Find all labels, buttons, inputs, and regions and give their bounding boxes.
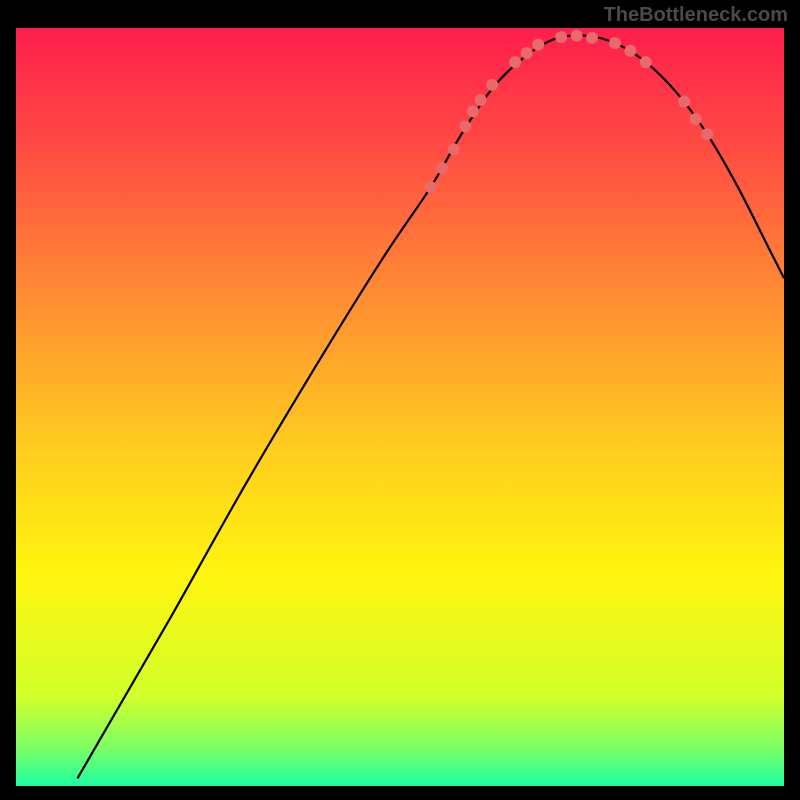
data-marker — [609, 37, 621, 49]
data-marker — [425, 181, 437, 193]
data-marker — [467, 105, 479, 117]
data-marker — [459, 121, 471, 133]
data-marker — [586, 32, 598, 44]
data-marker — [640, 56, 652, 68]
data-marker — [555, 31, 567, 43]
data-marker — [690, 113, 702, 125]
watermark-text: TheBottleneck.com — [604, 4, 788, 27]
data-marker — [486, 79, 498, 91]
data-marker — [678, 96, 690, 108]
data-marker — [448, 143, 460, 155]
data-marker — [475, 94, 487, 106]
chart-background — [16, 28, 784, 786]
data-marker — [701, 128, 713, 140]
data-marker — [571, 30, 583, 42]
data-marker — [624, 45, 636, 57]
chart-svg — [16, 28, 784, 786]
data-marker — [509, 56, 521, 68]
chart-container: TheBottleneck.com — [0, 0, 800, 800]
data-marker — [521, 47, 533, 59]
data-marker — [436, 162, 448, 174]
plot-area — [16, 28, 784, 786]
data-marker — [532, 39, 544, 51]
